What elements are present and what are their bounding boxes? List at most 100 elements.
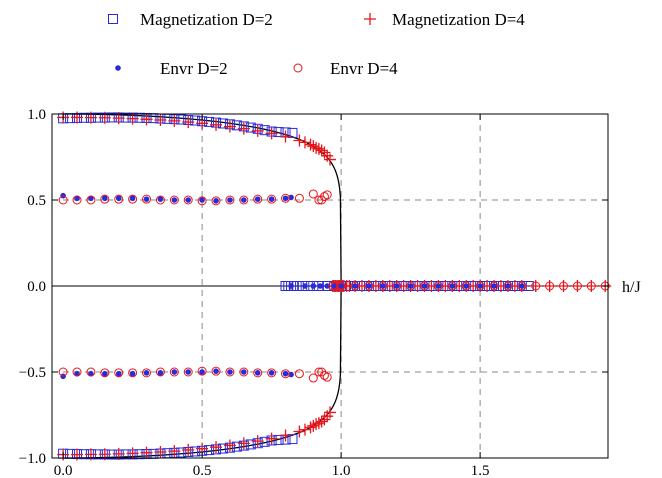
point-3-16-upper — [281, 193, 291, 203]
point-2-8-lower — [171, 369, 178, 375]
point-1-19-lower — [304, 421, 317, 434]
point-1-20-lower — [307, 419, 320, 432]
point-0-17-upper — [176, 114, 187, 125]
point-3-5-lower — [128, 368, 138, 378]
point-3-2-upper — [86, 195, 96, 205]
point-2-zero-11 — [407, 283, 414, 289]
point-2-15-lower — [268, 370, 275, 376]
point-3-3-lower — [100, 368, 110, 378]
point-0-33-upper — [287, 127, 298, 138]
point-3-12-upper — [225, 195, 235, 205]
point-0-33-lower — [287, 434, 298, 445]
y-tick-label-2: 0.0 — [27, 279, 46, 295]
point-0-1-lower — [65, 448, 76, 459]
point-2-zero-5 — [331, 283, 337, 289]
point-3-zero-12 — [489, 281, 499, 291]
point-0-27-upper — [245, 122, 256, 133]
point-3-zero-5 — [392, 281, 402, 291]
data-marks — [57, 111, 612, 461]
point-0-19-upper — [190, 115, 201, 126]
point-3-9-upper — [183, 195, 193, 205]
point-2-9-upper — [185, 197, 192, 203]
legend-marker-circle-3 — [293, 63, 303, 73]
point-3-15-upper — [267, 194, 277, 204]
point-3-zero-14 — [517, 281, 527, 291]
point-1-5-lower — [126, 447, 139, 460]
point-3-zero-10 — [461, 281, 471, 291]
point-0-15-lower — [162, 448, 173, 459]
point-0-31-lower — [273, 434, 284, 445]
point-0-31-upper — [273, 127, 284, 138]
point-1-17-lower — [293, 425, 306, 438]
point-3-zero-17 — [559, 281, 569, 291]
point-2-6-lower — [143, 370, 150, 376]
point-1-19-upper — [304, 138, 317, 151]
point-1-8-upper — [168, 114, 181, 127]
point-2-zero-7 — [352, 283, 358, 289]
point-3-zero-18 — [572, 281, 582, 291]
point-0-23-upper — [217, 118, 228, 129]
point-2-zero-8 — [366, 283, 372, 289]
x-tick-label-1: 0.5 — [193, 463, 212, 478]
point-2-6-upper — [143, 196, 150, 202]
point-0-29-lower — [259, 436, 270, 447]
point-0-25-upper — [231, 120, 242, 131]
point-1-23-upper — [315, 144, 328, 157]
point-0-11-lower — [134, 449, 145, 460]
point-1-11-upper — [210, 118, 223, 131]
point-2-zero-18 — [505, 283, 511, 289]
point-1-9-lower — [182, 443, 195, 456]
point-3-zero-13 — [503, 281, 513, 291]
point-0-29-upper — [259, 125, 270, 136]
point-1-21-lower — [310, 418, 323, 431]
point-2-zero-6 — [338, 283, 344, 289]
point-3-zero-19 — [586, 281, 596, 291]
point-2-5-upper — [129, 195, 136, 202]
point-3-16-lower — [281, 369, 291, 379]
point-1-26-upper — [324, 153, 336, 166]
point-1-6-upper — [140, 113, 153, 126]
point-0-1-upper — [65, 113, 76, 124]
point-3-3-upper — [100, 194, 110, 204]
point-2-3-upper — [102, 195, 108, 202]
point-3-14-upper — [253, 194, 263, 204]
point-3-13-lower — [239, 367, 249, 377]
point-3-zero-11 — [475, 281, 485, 291]
point-3-7-lower — [155, 367, 165, 377]
point-2-zero-16 — [477, 283, 483, 289]
x-tick-label-3: 1.5 — [471, 463, 490, 478]
point-2-zero-3 — [317, 283, 324, 289]
legend-marker-plus-1 — [364, 13, 376, 25]
point-2-1-upper — [74, 195, 80, 202]
point-2-14-lower — [254, 370, 261, 376]
point-1-1-upper — [71, 111, 84, 124]
point-1-1-lower — [71, 448, 84, 461]
point-0-13-upper — [148, 113, 159, 124]
point-2-10-upper — [199, 197, 205, 203]
legend-entry-2: Envr D=2 — [115, 59, 228, 78]
point-1-13-lower — [237, 437, 250, 450]
point-0-23-lower — [217, 443, 228, 454]
point-1-12-lower — [223, 439, 236, 452]
point-1-24-upper — [318, 146, 331, 159]
point-2-3-lower — [102, 370, 108, 377]
point-3-11-lower — [211, 366, 221, 376]
point-0-21-lower — [204, 445, 215, 456]
point-3-4-lower — [114, 368, 124, 378]
point-2-zero-10 — [393, 283, 400, 289]
point-2-15-upper — [268, 196, 275, 202]
legend-entry-1: Magnetization D=4 — [364, 10, 525, 29]
point-3-14-lower — [253, 368, 263, 378]
legend-marker-dot-2 — [115, 65, 121, 71]
point-2-zero-17 — [491, 283, 497, 289]
point-3-22-upper — [322, 190, 332, 200]
point-3-zero-9 — [447, 281, 457, 291]
point-3-10-upper — [197, 196, 207, 206]
point-1-15-lower — [265, 432, 278, 445]
point-0-27-lower — [245, 439, 256, 450]
point-3-zero-3 — [364, 281, 374, 291]
x-axis-label: h/J — [622, 279, 641, 296]
legend-entry-0: Magnetization D=2 — [108, 10, 273, 29]
point-3-18-lower — [308, 373, 318, 383]
point-2-5-lower — [129, 370, 136, 377]
